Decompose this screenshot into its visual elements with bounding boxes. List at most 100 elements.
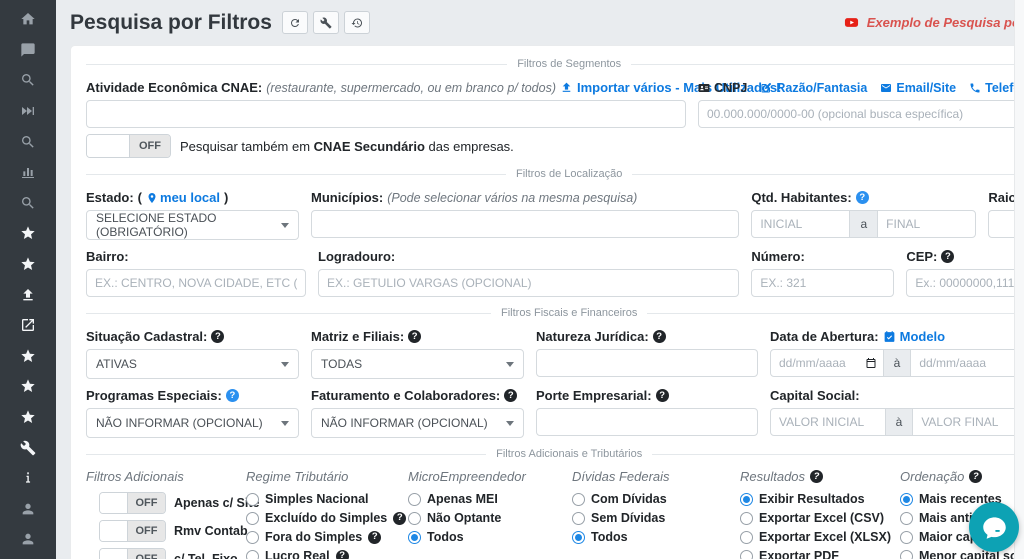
sidebar (0, 0, 56, 559)
toolbar-button[interactable] (281, 11, 308, 34)
radio-option[interactable]: Simples Nacional (246, 492, 398, 506)
sidebar-item[interactable] (0, 524, 56, 555)
radio-option[interactable]: Exportar PDF (740, 549, 890, 559)
abertura-final-input[interactable] (910, 349, 1024, 377)
help-icon[interactable] (941, 250, 955, 263)
date-model-link[interactable]: Modelo (883, 329, 945, 344)
porte-input[interactable] (536, 408, 758, 436)
upload-icon (20, 287, 36, 303)
filter-group-title: Dívidas Federais (572, 469, 670, 484)
toolbar-button[interactable] (343, 11, 370, 34)
radio-option[interactable]: Sem Dívidas (572, 511, 730, 525)
filter-toggle[interactable]: OFF (99, 492, 166, 514)
help-icon[interactable] (504, 389, 518, 402)
radio-option[interactable]: Fora do Simples (246, 530, 398, 544)
sidebar-item[interactable] (0, 96, 56, 127)
cnae-input[interactable] (86, 100, 686, 128)
situacao-select[interactable]: ATIVAS (86, 349, 299, 379)
scrollbar-track[interactable] (1014, 0, 1024, 559)
radio-option[interactable]: Com Dívidas (572, 492, 730, 506)
cnae-label: Atividade Econômica CNAE: (restaurante, … (86, 80, 782, 95)
estado-select[interactable]: SELECIONE ESTADO (OBRIGATÓRIO) (86, 210, 299, 240)
capital-final-input[interactable] (912, 408, 1024, 436)
radio-option[interactable]: Mais recentes (900, 492, 1024, 506)
help-icon[interactable] (810, 470, 824, 483)
capital-initial-input[interactable] (770, 408, 886, 436)
habitantes-initial-input[interactable] (751, 210, 851, 238)
municipios-input[interactable] (311, 210, 740, 238)
search-mode-tab[interactable]: CNPJ (698, 81, 747, 95)
wrench-icon (20, 440, 36, 456)
radio-filter-group: Regime Tributário Simples Nacional (246, 469, 407, 559)
radio-option[interactable]: Todos (408, 530, 562, 544)
help-icon[interactable] (211, 330, 225, 343)
numero-input[interactable] (751, 269, 895, 297)
filter-group-title: Filtros Adicionais (86, 469, 184, 484)
bairro-input[interactable] (86, 269, 306, 297)
sidebar-item[interactable] (0, 432, 56, 463)
sidebar-item[interactable] (0, 402, 56, 433)
radio-option[interactable]: Lucro Real (246, 549, 398, 559)
search-mode-tab[interactable]: Razão/Fantasia (760, 81, 867, 95)
toggle-filter-row: OFF c/ Tel. Fixo (99, 548, 238, 559)
radio-filter-group: Resultados Exibir Resultados (740, 469, 891, 559)
search-mode-tab[interactable]: Email/Site (880, 81, 956, 95)
radio-dot (246, 492, 259, 506)
help-icon[interactable] (655, 389, 669, 402)
sidebar-item[interactable] (0, 4, 56, 35)
user-icon (20, 531, 36, 547)
radio-option[interactable]: Todos (572, 530, 730, 544)
sidebar-item[interactable] (0, 463, 56, 494)
sidebar-item[interactable] (0, 249, 56, 280)
filter-toggle[interactable]: OFF (99, 520, 166, 542)
sidebar-item[interactable] (0, 188, 56, 219)
help-icon[interactable] (368, 530, 382, 544)
abertura-initial-input[interactable] (770, 349, 884, 377)
cnpj-input[interactable] (698, 100, 1024, 128)
radio-option[interactable]: Menor capital social (900, 549, 1024, 559)
radio-option[interactable]: Apenas MEI (408, 492, 562, 506)
radio-option-label: Não Optante (427, 511, 502, 525)
sidebar-item[interactable] (0, 35, 56, 66)
sidebar-item[interactable] (0, 65, 56, 96)
chat-widget-button[interactable] (969, 502, 1019, 552)
sidebar-item[interactable] (0, 371, 56, 402)
help-icon[interactable] (225, 389, 239, 402)
import-cnae-link[interactable]: Importar vários - Mais Utilizados! (560, 80, 781, 95)
natureza-input[interactable] (536, 349, 758, 377)
sidebar-item[interactable] (0, 494, 56, 525)
radio-option[interactable]: Exibir Resultados (740, 492, 890, 506)
programas-select[interactable]: NÃO INFORMAR (OPCIONAL) (86, 408, 299, 438)
toggle-filter-label: Rmv Contab (174, 524, 248, 538)
help-icon[interactable] (408, 330, 422, 343)
radio-option-label: Apenas MEI (427, 492, 498, 506)
radio-option[interactable]: Não Optante (408, 511, 562, 525)
cnae-secondary-toggle[interactable]: OFF (86, 134, 171, 158)
refresh-icon (289, 17, 301, 29)
matriz-select[interactable]: TODAS (311, 349, 524, 379)
sidebar-item[interactable] (0, 341, 56, 372)
sidebar-item[interactable] (0, 310, 56, 341)
radio-option[interactable]: Excluído do Simples (246, 511, 407, 525)
filter-toggle[interactable]: OFF (99, 548, 166, 559)
cep-label: CEP: (906, 248, 1024, 265)
help-icon[interactable] (652, 330, 666, 343)
habitantes-final-input[interactable] (877, 210, 977, 238)
sidebar-item[interactable] (0, 157, 56, 188)
sidebar-item[interactable] (0, 126, 56, 157)
example-video-link[interactable]: Exemplo de Pesquisa por Filtros (841, 15, 1024, 30)
help-icon[interactable] (393, 511, 407, 525)
logradouro-input[interactable] (318, 269, 740, 297)
faturamento-select[interactable]: NÃO INFORMAR (OPCIONAL) (311, 408, 524, 438)
my-location-link[interactable]: meu local (146, 190, 220, 205)
sidebar-item[interactable] (0, 218, 56, 249)
sidebar-item[interactable] (0, 279, 56, 310)
radio-option[interactable]: Exportar Excel (XLSX) (740, 530, 891, 544)
cep-input[interactable] (906, 269, 1024, 297)
radio-option[interactable]: Exportar Excel (CSV) (740, 511, 890, 525)
help-icon[interactable] (969, 470, 983, 483)
chevron-down-icon (506, 420, 514, 426)
toolbar-button[interactable] (312, 11, 339, 34)
help-icon[interactable] (335, 549, 349, 559)
help-icon[interactable] (855, 191, 869, 204)
